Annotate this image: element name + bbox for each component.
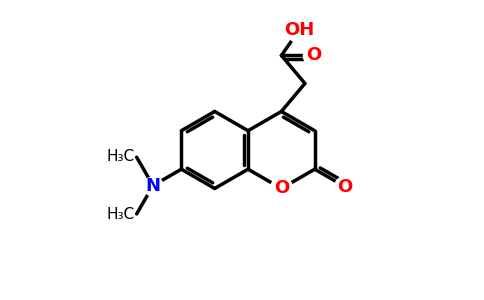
Text: H₃C: H₃C	[106, 207, 135, 222]
Text: O: O	[337, 178, 352, 196]
Text: OH: OH	[284, 21, 314, 39]
Text: H₃C: H₃C	[106, 149, 135, 164]
Text: O: O	[274, 179, 289, 197]
Text: O: O	[306, 46, 322, 64]
Text: N: N	[146, 177, 161, 195]
